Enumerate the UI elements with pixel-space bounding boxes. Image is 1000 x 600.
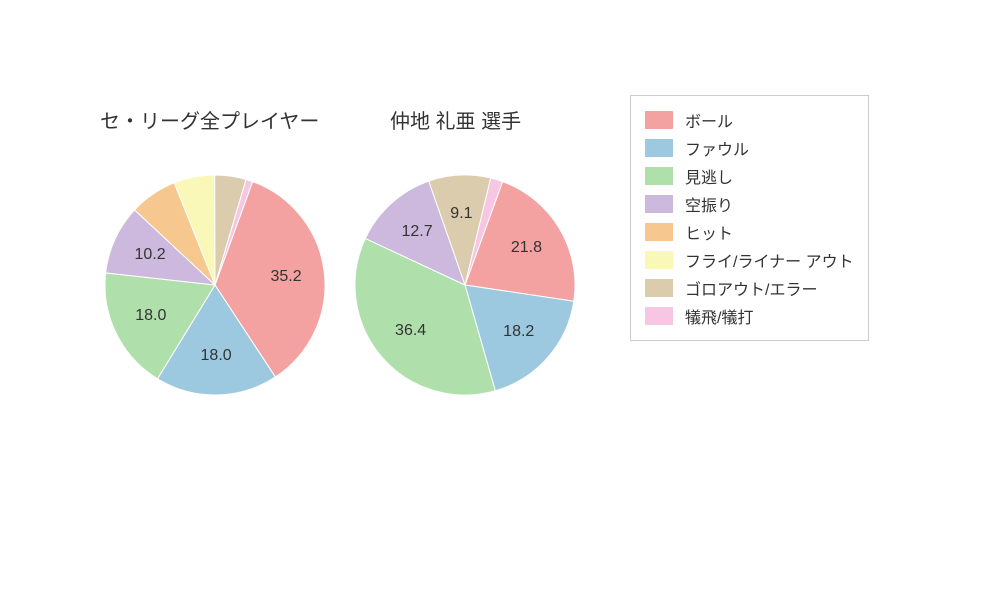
chart-title-league: セ・リーグ全プレイヤー <box>100 105 319 134</box>
legend-item-ball: ボール <box>645 106 854 134</box>
legend-item-hit: ヒット <box>645 218 854 246</box>
legend-swatch-foul <box>645 139 673 157</box>
chart-container: セ・リーグ全プレイヤー 仲地 礼亜 選手 35.2 18.0 18.0 10.2 21… <box>0 0 1000 600</box>
pie-label-ball: 35.2 <box>270 268 301 286</box>
legend-label-karaburi: 空振り <box>685 192 733 216</box>
legend-label-foul: ファウル <box>685 136 749 160</box>
legend-item-gihi: 犠飛/犠打 <box>645 302 854 330</box>
legend-swatch-goro_out <box>645 279 673 297</box>
legend: ボールファウル見逃し空振りヒットフライ/ライナー アウトゴロアウト/エラー犠飛/… <box>630 95 869 341</box>
legend-label-minogashi: 見逃し <box>685 164 733 188</box>
legend-item-goro_out: ゴロアウト/エラー <box>645 274 854 302</box>
pie-chart-league: 35.2 18.0 18.0 10.2 <box>105 175 325 395</box>
chart-title-player: 仲地 礼亜 選手 <box>390 105 521 134</box>
pie-label-ball: 21.8 <box>511 239 542 257</box>
legend-label-hit: ヒット <box>685 220 733 244</box>
pie-chart-player: 21.8 18.2 36.4 12.7 9.1 <box>355 175 575 395</box>
legend-label-gihi: 犠飛/犠打 <box>685 304 753 328</box>
legend-swatch-fly_out <box>645 251 673 269</box>
legend-swatch-ball <box>645 111 673 129</box>
legend-label-goro_out: ゴロアウト/エラー <box>685 276 817 300</box>
pie-label-karaburi: 10.2 <box>134 246 165 264</box>
pie-label-foul: 18.2 <box>503 323 534 341</box>
legend-label-fly_out: フライ/ライナー アウト <box>685 248 854 272</box>
legend-item-minogashi: 見逃し <box>645 162 854 190</box>
legend-swatch-minogashi <box>645 167 673 185</box>
legend-swatch-hit <box>645 223 673 241</box>
pie-label-goro_out: 9.1 <box>450 205 472 223</box>
legend-item-fly_out: フライ/ライナー アウト <box>645 246 854 274</box>
pie-label-minogashi: 36.4 <box>395 322 426 340</box>
legend-swatch-karaburi <box>645 195 673 213</box>
pie-label-foul: 18.0 <box>201 347 232 365</box>
legend-item-karaburi: 空振り <box>645 190 854 218</box>
legend-swatch-gihi <box>645 307 673 325</box>
legend-item-foul: ファウル <box>645 134 854 162</box>
legend-label-ball: ボール <box>685 108 733 132</box>
pie-label-minogashi: 18.0 <box>135 307 166 325</box>
pie-label-karaburi: 12.7 <box>401 223 432 241</box>
